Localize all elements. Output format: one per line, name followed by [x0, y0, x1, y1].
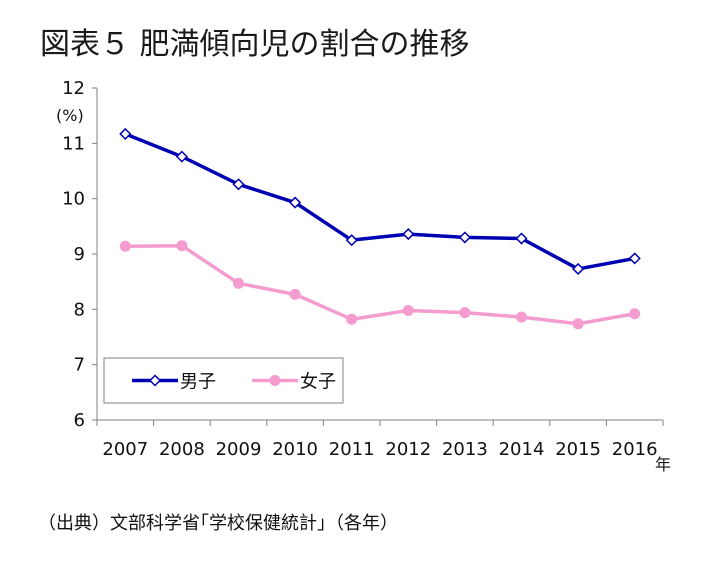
- data-point-1: [458, 231, 471, 244]
- y-tick-label: 9: [74, 244, 85, 265]
- data-point-1: [345, 234, 358, 247]
- series-line-1: [124, 132, 636, 271]
- legend-swatch-marker: [269, 375, 281, 386]
- data-point-2: [459, 307, 471, 319]
- data-point-1: [515, 232, 528, 245]
- x-tick-label: 2012: [385, 439, 431, 460]
- x-tick-label: 2016: [612, 439, 658, 460]
- y-tick-label: 12: [62, 78, 85, 99]
- y-tick-label: 6: [74, 410, 85, 431]
- y-axis-unit: (%): [56, 106, 84, 125]
- data-point-1: [402, 228, 415, 241]
- data-point-1: [232, 178, 245, 191]
- x-tick-label: 2009: [216, 439, 262, 460]
- x-tick-label: 2008: [159, 439, 205, 460]
- y-tick-label: 7: [74, 355, 85, 376]
- x-tick-label: 2014: [499, 439, 545, 460]
- data-point-2: [289, 288, 301, 300]
- x-tick-label: 2010: [272, 439, 318, 460]
- x-tick-label: 2007: [102, 439, 148, 460]
- data-point-2: [516, 311, 527, 323]
- plot-area: 6 7 8 9 10 11 12 2007 2008 2009 2010 2011 2012 2013 20…: [62, 78, 664, 460]
- data-point-1: [628, 252, 641, 265]
- legend-swatch-marker: [148, 374, 162, 387]
- data-point-2: [572, 318, 584, 330]
- legend: 男子 女子: [103, 357, 344, 404]
- x-tick-label: 2011: [329, 439, 375, 460]
- legend-label: 男子: [180, 372, 216, 393]
- data-point-2: [346, 313, 358, 325]
- y-tick-label: 8: [74, 299, 85, 320]
- data-point-2: [402, 304, 414, 316]
- data-point-1: [175, 150, 188, 163]
- x-tick-label: 2013: [442, 439, 488, 460]
- data-point-2: [233, 277, 244, 289]
- data-point-2: [629, 308, 641, 320]
- source-note: （出典）文部科学省｢学校保健統計｣（各年）: [38, 513, 398, 534]
- x-axis-unit: 年: [655, 455, 671, 474]
- data-point-1: [572, 262, 585, 276]
- x-tick-label: 2015: [555, 439, 601, 460]
- legend-label: 女子: [300, 372, 336, 393]
- data-point-2: [119, 240, 131, 252]
- y-tick-label: 10: [62, 189, 85, 210]
- y-tick-label: 11: [62, 133, 85, 154]
- data-point-2: [176, 240, 188, 252]
- series-line-2: [125, 243, 636, 326]
- chart-title: 図表５ 肥満傾向児の割合の推移: [40, 27, 470, 62]
- data-point-1: [119, 127, 132, 140]
- data-point-1: [289, 196, 302, 209]
